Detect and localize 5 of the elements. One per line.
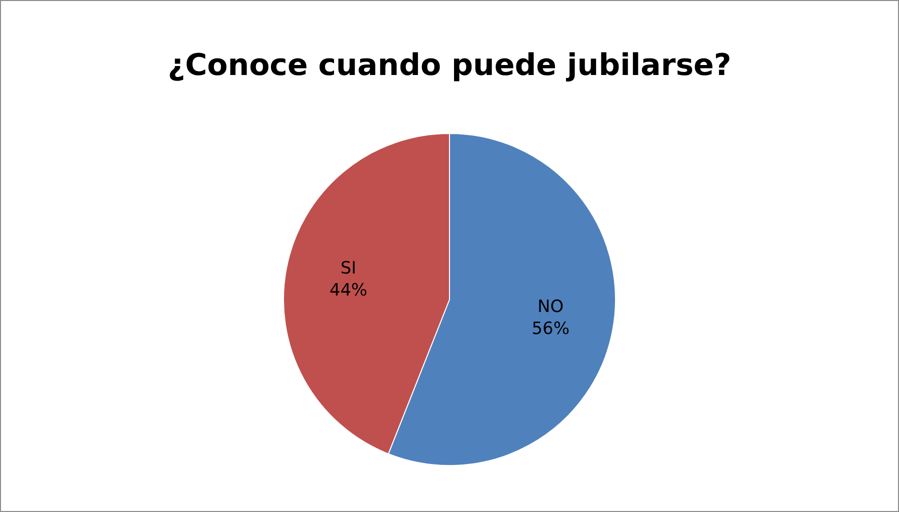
slice-label: NO (538, 297, 564, 318)
chart-title: ¿Conoce cuando puede jubilarse? (168, 48, 732, 83)
data-label: 56% (532, 319, 570, 340)
data-label: 44% (330, 280, 368, 301)
slice-label: SI (340, 258, 356, 279)
